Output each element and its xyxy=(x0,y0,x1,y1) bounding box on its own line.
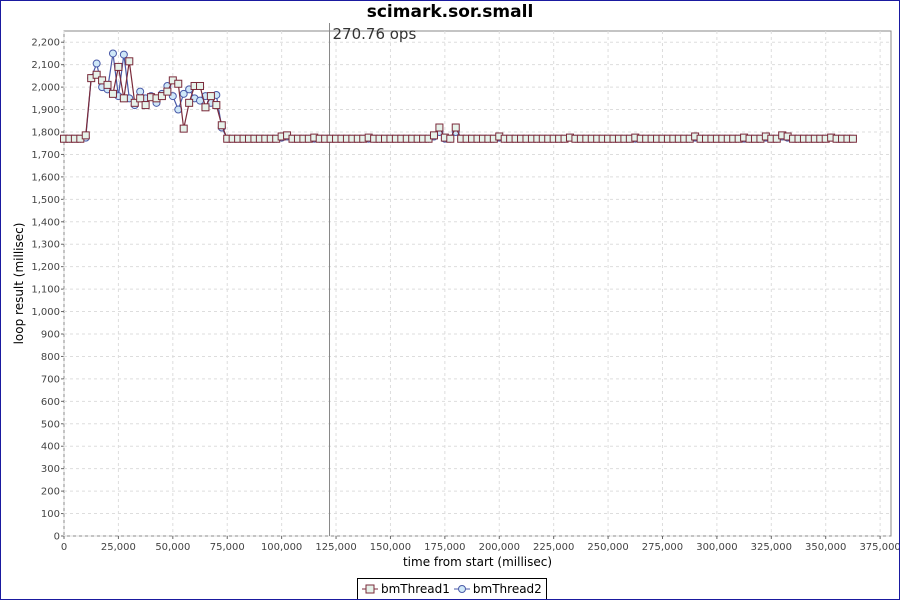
y-tick-label: 600 xyxy=(41,397,60,408)
data-point-bmThread1 xyxy=(212,101,221,110)
plot-area xyxy=(63,30,892,537)
data-point-bmThread1 xyxy=(185,98,194,107)
data-point-bmThread1 xyxy=(125,57,134,66)
x-tick-label: 200,000 xyxy=(479,542,520,553)
y-tick-label: 1,200 xyxy=(31,262,60,273)
data-point-bmThread2 xyxy=(179,89,188,98)
data-point-bmThread1 xyxy=(81,131,90,140)
data-point-bmThread1 xyxy=(141,101,150,110)
data-point-bmThread1 xyxy=(98,76,107,85)
chart-title: scimark.sor.small xyxy=(366,2,534,22)
x-axis-label: time from start (millisec) xyxy=(403,555,552,569)
y-axis-label: loop result (millisec) xyxy=(12,223,26,345)
data-point-bmThread1 xyxy=(848,134,857,143)
x-tick-label: 125,000 xyxy=(315,542,356,553)
y-tick-label: 1,100 xyxy=(31,285,60,296)
y-tick-label: 500 xyxy=(41,419,60,430)
y-tick-label: 100 xyxy=(41,509,60,520)
data-point-bmThread1 xyxy=(174,79,183,88)
data-point-bmThread1 xyxy=(157,92,166,101)
y-tick-label: 2,000 xyxy=(31,83,60,94)
x-tick-label: 100,000 xyxy=(261,542,302,553)
y-tick-label: 1,400 xyxy=(31,217,60,228)
data-point-bmThread1 xyxy=(114,62,123,71)
y-tick-label: 900 xyxy=(41,330,60,341)
data-point-bmThread1 xyxy=(446,134,455,143)
y-tick-label: 800 xyxy=(41,352,60,363)
x-tick-label: 250,000 xyxy=(587,542,628,553)
legend: bmThread1 bmThread2 xyxy=(357,578,547,599)
data-point-bmThread1 xyxy=(196,81,205,90)
data-point-bmThread1 xyxy=(103,80,112,89)
y-tick-label: 200 xyxy=(41,487,60,498)
legend-label: bmThread1 xyxy=(381,582,450,596)
data-point-bmThread2 xyxy=(92,59,101,68)
y-tick-label: 2,100 xyxy=(31,60,60,71)
data-point-bmThread1 xyxy=(201,103,210,112)
y-tick-label: 2,200 xyxy=(31,38,60,49)
x-tick-label: 75,000 xyxy=(210,542,245,553)
y-tick-label: 1,900 xyxy=(31,105,60,116)
data-point-bmThread1 xyxy=(92,70,101,79)
legend-label: bmThread2 xyxy=(472,582,542,596)
circle-marker-icon xyxy=(453,585,470,593)
square-marker-icon xyxy=(362,584,378,594)
x-tick-label: 350,000 xyxy=(805,542,846,553)
x-tick-label: 0 xyxy=(61,542,67,553)
x-tick-label: 175,000 xyxy=(424,542,465,553)
data-point-bmThread1 xyxy=(206,92,215,101)
legend-item-thread1: bmThread1 xyxy=(362,582,450,596)
data-point-bmThread1 xyxy=(435,123,444,132)
data-point-bmThread1 xyxy=(119,94,128,103)
data-point-bmThread1 xyxy=(108,89,117,98)
x-tick-label: 375,000 xyxy=(859,542,899,553)
data-point-bmThread2 xyxy=(108,49,117,58)
data-point-bmThread1 xyxy=(217,121,226,130)
y-tick-label: 400 xyxy=(41,442,60,453)
y-tick-label: 1,800 xyxy=(31,128,60,139)
x-tick-label: 150,000 xyxy=(370,542,411,553)
x-tick-label: 300,000 xyxy=(696,542,737,553)
data-point-bmThread2 xyxy=(119,50,128,59)
data-point-bmThread1 xyxy=(429,131,438,140)
y-tick-label: 1,700 xyxy=(31,150,60,161)
y-tick-label: 300 xyxy=(41,464,60,475)
marker-label: 270.76 ops xyxy=(333,25,417,43)
x-tick-label: 50,000 xyxy=(155,542,190,553)
x-tick-label: 25,000 xyxy=(101,542,136,553)
y-tick-label: 1,000 xyxy=(31,307,60,318)
y-tick-label: 1,500 xyxy=(31,195,60,206)
legend-item-thread2: bmThread2 xyxy=(453,582,542,596)
data-point-bmThread1 xyxy=(179,124,188,133)
y-tick-label: 0 xyxy=(54,532,60,543)
data-point-bmThread1 xyxy=(451,123,460,132)
data-point-bmThread1 xyxy=(136,94,145,103)
x-tick-label: 325,000 xyxy=(751,542,792,553)
x-tick-label: 275,000 xyxy=(642,542,683,553)
y-tick-label: 700 xyxy=(41,374,60,385)
y-tick-label: 1,300 xyxy=(31,240,60,251)
data-point-bmThread2 xyxy=(136,87,145,96)
x-tick-label: 225,000 xyxy=(533,542,574,553)
data-point-bmThread1 xyxy=(130,98,139,107)
data-point-bmThread1 xyxy=(163,87,172,96)
y-tick-label: 1,600 xyxy=(31,172,60,183)
